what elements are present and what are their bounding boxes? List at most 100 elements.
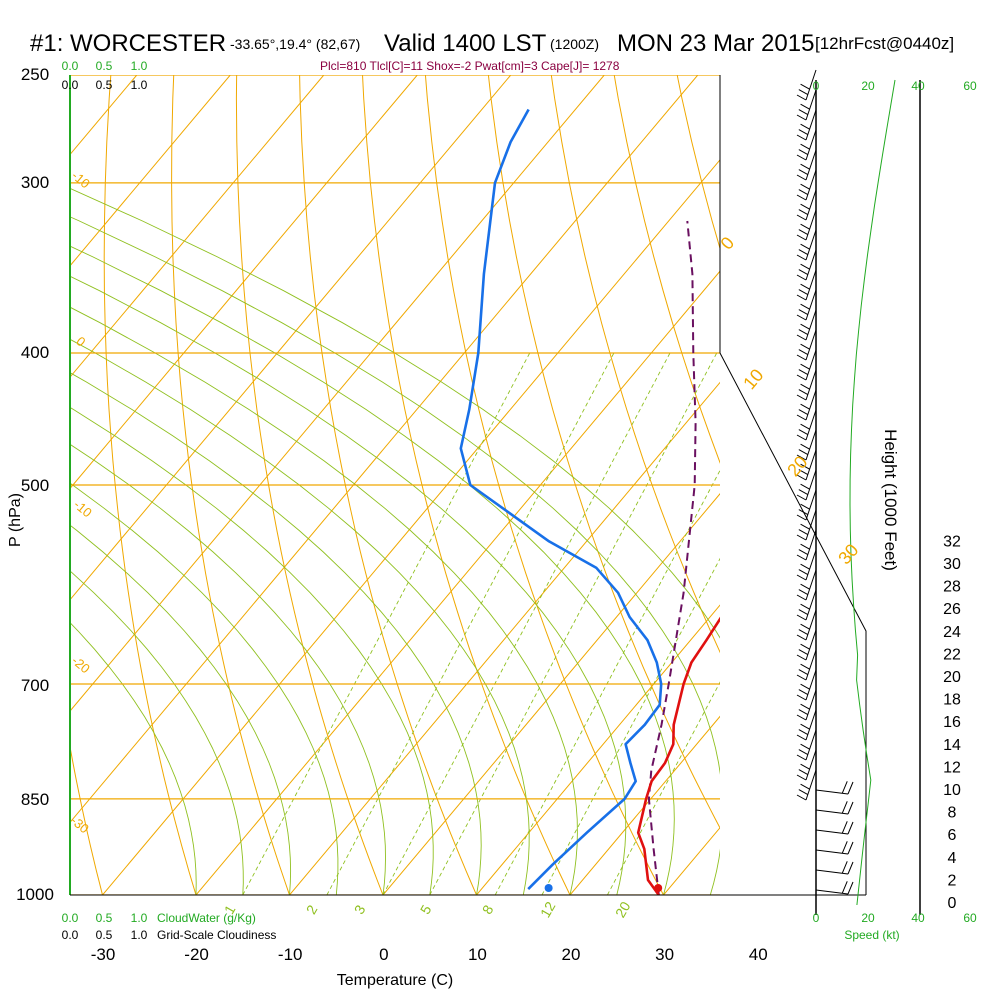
cloudiness-tick-bottom: 0.0 bbox=[62, 928, 79, 942]
wind-barb-flag bbox=[800, 403, 810, 410]
wind-barb-flag bbox=[796, 474, 807, 481]
cloudiness-tick-top: 0.0 bbox=[62, 78, 79, 92]
wind-barb-flag bbox=[798, 769, 809, 776]
wind-barb-flag bbox=[796, 574, 807, 581]
speed-axis-label: Speed (kt) bbox=[844, 928, 899, 942]
wind-barb-flag bbox=[796, 94, 807, 101]
wind-barb-flag bbox=[800, 683, 810, 690]
pressure-tick-label: 700 bbox=[21, 676, 49, 695]
wind-barb-flag bbox=[796, 374, 807, 381]
moist-adiabat-line bbox=[70, 187, 720, 639]
wind-barb bbox=[805, 89, 817, 121]
wind-barb-flag bbox=[798, 509, 809, 516]
mixing-ratio-line bbox=[326, 352, 615, 895]
wind-barb-flag bbox=[798, 569, 809, 576]
wind-barb-flag bbox=[798, 209, 809, 216]
temperature-profile bbox=[636, 616, 720, 895]
wind-barb bbox=[805, 769, 817, 801]
temperature-tick-label: -30 bbox=[91, 945, 116, 964]
wind-barb-flag bbox=[800, 103, 810, 110]
wind-barb-flag bbox=[800, 483, 810, 490]
wind-barb-flag bbox=[796, 294, 807, 301]
wind-barb-flag bbox=[800, 383, 810, 390]
moist-adiabat-line bbox=[70, 621, 197, 895]
wind-barb-flag bbox=[800, 83, 810, 90]
wind-barb bbox=[805, 369, 817, 401]
speed-tick-top: 0 bbox=[813, 79, 820, 93]
wind-barb-flag bbox=[800, 303, 810, 310]
wind-barb-flag bbox=[798, 429, 809, 436]
cloud-scale-tick-top: 1.0 bbox=[131, 59, 148, 73]
wind-barb-flag bbox=[796, 434, 807, 441]
wind-barb-flag bbox=[800, 743, 810, 750]
height-tick-label: 22 bbox=[943, 646, 961, 663]
height-tick-label: 20 bbox=[943, 669, 961, 686]
dry-adiabat-line bbox=[362, 75, 571, 895]
wind-barb-flag bbox=[800, 183, 810, 190]
forecast-info: [12hrFcst@0440z] bbox=[815, 34, 955, 53]
wind-barb-flag bbox=[796, 594, 807, 601]
wind-barb bbox=[805, 69, 817, 101]
height-tick-label: 24 bbox=[943, 624, 961, 641]
mixing-ratio-line bbox=[242, 352, 531, 895]
wind-barb bbox=[805, 489, 817, 521]
speed-tick-bottom: 40 bbox=[911, 911, 925, 925]
wind-barb bbox=[805, 749, 817, 781]
wind-barb-flag bbox=[796, 174, 807, 181]
wind-barb-flag bbox=[798, 349, 809, 356]
wind-barb-flag bbox=[798, 729, 809, 736]
wind-barb-flag bbox=[800, 143, 810, 150]
surface-dewpoint-dot bbox=[544, 884, 553, 892]
wind-barb-flag bbox=[800, 443, 810, 450]
moist-adiabat-line bbox=[70, 372, 482, 895]
wind-barb-flag bbox=[800, 343, 810, 350]
wind-barb bbox=[805, 549, 817, 581]
speed-tick-bottom: 20 bbox=[861, 911, 875, 925]
x-axis-label: Temperature (C) bbox=[337, 972, 453, 989]
dry-adiabat-line bbox=[424, 75, 664, 895]
wind-barb bbox=[805, 589, 817, 621]
isotherm-line bbox=[476, 604, 720, 895]
height-tick-label: 6 bbox=[948, 827, 957, 844]
dry-adiabat-line bbox=[0, 51, 9, 895]
dry-adiabat-label: -30 bbox=[68, 813, 92, 837]
wind-barb-flag bbox=[798, 229, 809, 236]
moist-adiabat-line bbox=[70, 482, 339, 895]
moist-adiabat-line bbox=[70, 306, 578, 895]
wind-barb-flag bbox=[847, 781, 854, 795]
mixing-ratio-line bbox=[429, 352, 718, 895]
cloud-scale-tick-bottom: 0.0 bbox=[62, 911, 79, 925]
pressure-tick-label: 1000 bbox=[16, 885, 54, 904]
height-tick-label: 12 bbox=[943, 759, 961, 776]
wind-barb-flag bbox=[800, 243, 810, 250]
wind-barb-flag bbox=[847, 881, 854, 895]
mixing-ratio-line bbox=[541, 557, 720, 895]
height-axis-label: Height (1000 Feet) bbox=[881, 429, 900, 571]
wind-barb bbox=[805, 149, 817, 181]
mixing-ratio-line bbox=[382, 352, 671, 895]
pressure-tick-label: 500 bbox=[21, 476, 49, 495]
wind-barb bbox=[805, 169, 817, 201]
wind-barb bbox=[805, 329, 817, 361]
speed-tick-top: 40 bbox=[911, 79, 925, 93]
moist-adiabat-line bbox=[70, 570, 244, 895]
speed-tick-top: 20 bbox=[861, 79, 875, 93]
wind-barb-flag bbox=[798, 149, 809, 156]
wind-barb-flag bbox=[847, 841, 854, 855]
mixing-ratio-label: 12 bbox=[537, 899, 559, 921]
dry-adiabat-line bbox=[103, 75, 197, 895]
speed-tick-bottom: 0 bbox=[813, 911, 820, 925]
wind-barb-flag bbox=[841, 841, 848, 854]
wind-barb-flag bbox=[796, 154, 807, 161]
wind-speed-profile bbox=[849, 79, 896, 906]
wind-barbs bbox=[796, 69, 896, 906]
cloud-scale-tick-top: 0.0 bbox=[62, 59, 79, 73]
wind-barb bbox=[805, 669, 817, 701]
mixing-ratio-label: 20 bbox=[612, 899, 634, 921]
wind-barb-flag bbox=[841, 781, 848, 794]
wind-barb-flag bbox=[847, 861, 854, 875]
chart-frame bbox=[69, 75, 921, 915]
wind-barb-flag bbox=[796, 534, 807, 541]
wind-barb-flag bbox=[800, 663, 810, 670]
valid-utc: (1200Z) bbox=[550, 36, 600, 52]
